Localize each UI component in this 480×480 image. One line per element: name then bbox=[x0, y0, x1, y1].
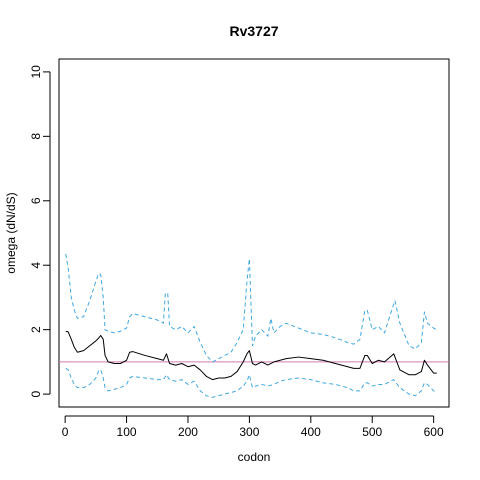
series-lower-bound-line bbox=[65, 367, 437, 398]
x-tick-label: 500 bbox=[362, 425, 382, 439]
y-tick-label: 0 bbox=[29, 390, 43, 397]
series-estimate-line bbox=[65, 330, 437, 381]
x-tick-label: 0 bbox=[62, 425, 69, 439]
x-tick-label: 100 bbox=[117, 425, 137, 439]
y-axis-label: omega (dN/dS) bbox=[4, 192, 18, 273]
plot-area-frame bbox=[58, 58, 450, 408]
series-upper-bound-line bbox=[65, 253, 437, 363]
y-tick-label: 8 bbox=[29, 133, 43, 140]
y-tick-label: 2 bbox=[29, 326, 43, 333]
x-tick-label: 400 bbox=[301, 425, 321, 439]
y-axis: 0 2 4 6 8 10 bbox=[29, 65, 51, 397]
y-tick-label: 6 bbox=[29, 197, 43, 204]
chart-title: Rv3727 bbox=[229, 23, 278, 39]
y-tick-label: 10 bbox=[29, 65, 43, 79]
y-tick-label: 4 bbox=[29, 262, 43, 269]
x-axis-label: codon bbox=[238, 450, 271, 464]
x-axis: 0 100 200 300 400 500 600 bbox=[62, 415, 444, 439]
x-tick-label: 600 bbox=[424, 425, 444, 439]
series-layer bbox=[65, 253, 437, 398]
x-tick-label: 200 bbox=[178, 425, 198, 439]
x-tick-label: 300 bbox=[239, 425, 259, 439]
